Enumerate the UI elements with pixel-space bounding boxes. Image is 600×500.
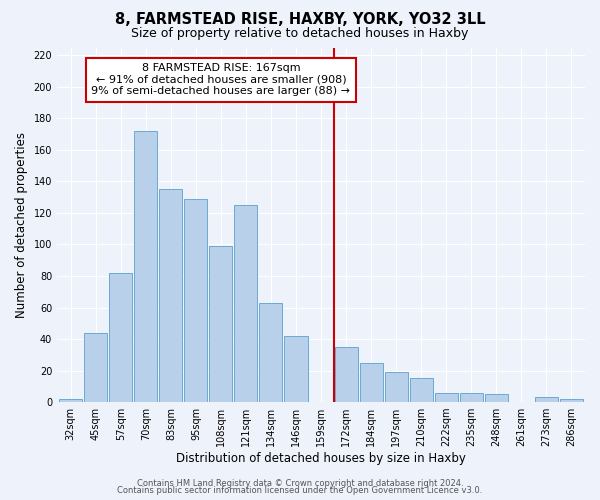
Bar bbox=[560, 399, 583, 402]
Text: Contains public sector information licensed under the Open Government Licence v3: Contains public sector information licen… bbox=[118, 486, 482, 495]
Bar bbox=[109, 273, 133, 402]
Bar bbox=[359, 362, 383, 402]
Bar bbox=[385, 372, 407, 402]
Bar bbox=[434, 392, 458, 402]
Bar bbox=[134, 131, 157, 402]
Bar bbox=[485, 394, 508, 402]
Bar bbox=[284, 336, 308, 402]
Text: Size of property relative to detached houses in Haxby: Size of property relative to detached ho… bbox=[131, 28, 469, 40]
Bar bbox=[209, 246, 232, 402]
Bar bbox=[184, 199, 208, 402]
Text: Contains HM Land Registry data © Crown copyright and database right 2024.: Contains HM Land Registry data © Crown c… bbox=[137, 478, 463, 488]
Bar bbox=[85, 332, 107, 402]
Bar bbox=[535, 398, 558, 402]
X-axis label: Distribution of detached houses by size in Haxby: Distribution of detached houses by size … bbox=[176, 452, 466, 465]
Text: 8, FARMSTEAD RISE, HAXBY, YORK, YO32 3LL: 8, FARMSTEAD RISE, HAXBY, YORK, YO32 3LL bbox=[115, 12, 485, 28]
Text: 8 FARMSTEAD RISE: 167sqm
← 91% of detached houses are smaller (908)
9% of semi-d: 8 FARMSTEAD RISE: 167sqm ← 91% of detach… bbox=[91, 64, 350, 96]
Y-axis label: Number of detached properties: Number of detached properties bbox=[15, 132, 28, 318]
Bar bbox=[235, 205, 257, 402]
Bar bbox=[410, 378, 433, 402]
Bar bbox=[335, 347, 358, 402]
Bar bbox=[259, 303, 283, 402]
Bar bbox=[59, 399, 82, 402]
Bar bbox=[460, 392, 482, 402]
Bar bbox=[160, 190, 182, 402]
